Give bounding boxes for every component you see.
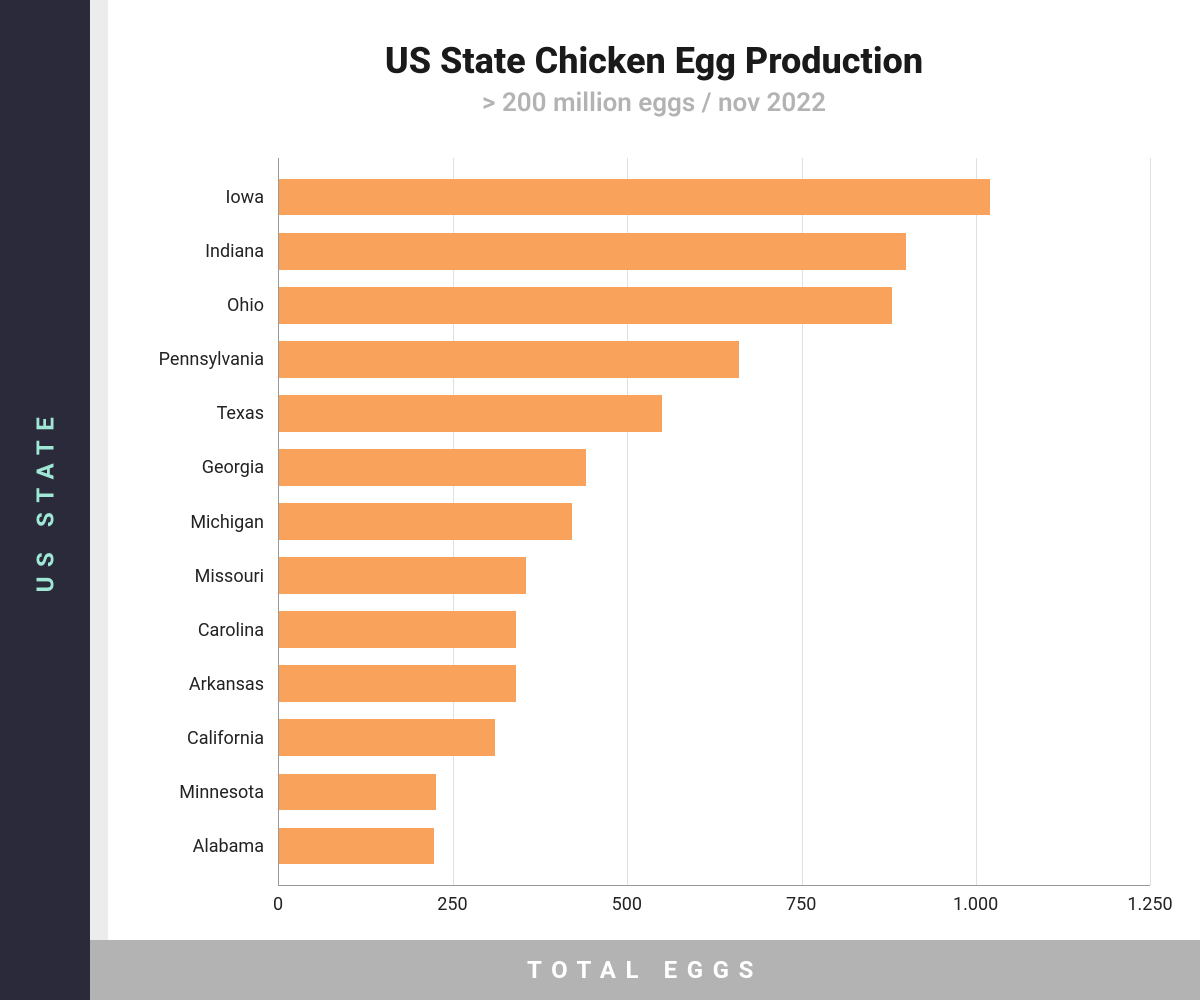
- bar: [279, 287, 892, 324]
- x-tick-label: 500: [612, 894, 642, 915]
- y-tick-label: Michigan: [158, 495, 278, 549]
- bar: [279, 611, 516, 648]
- y-axis-title: US STATE: [31, 408, 59, 593]
- footer-panel: TOTAL EGGS: [90, 940, 1200, 1000]
- y-tick-label: Texas: [158, 387, 278, 441]
- bar: [279, 395, 662, 432]
- bar: [279, 503, 572, 540]
- bar-row: [279, 603, 1150, 657]
- x-tick-label: 1.000: [953, 894, 998, 915]
- bar: [279, 233, 906, 270]
- bars-area: [278, 158, 1150, 886]
- bar-row: [279, 711, 1150, 765]
- y-tick-label: Ohio: [158, 278, 278, 332]
- y-tick-label: Alabama: [158, 820, 278, 874]
- bar-row: [279, 657, 1150, 711]
- main-column: US State Chicken Egg Production > 200 mi…: [90, 0, 1200, 1000]
- chart-subtitle: > 200 million eggs / nov 2022: [158, 88, 1150, 118]
- x-tick-label: 750: [786, 894, 816, 915]
- bar-row: [279, 332, 1150, 386]
- bar-row: [279, 440, 1150, 494]
- left-gutter: [90, 0, 108, 940]
- bar-row: [279, 278, 1150, 332]
- plot-area: IowaIndianaOhioPennsylvaniaTexasGeorgiaM…: [158, 158, 1150, 886]
- bar-row: [279, 765, 1150, 819]
- bar: [279, 557, 526, 594]
- bars-container: [279, 158, 1150, 885]
- x-tick-label: 250: [437, 894, 467, 915]
- x-tick-label: 1.250: [1127, 894, 1172, 915]
- x-tick-label: 0: [273, 894, 283, 915]
- y-tick-label: Arkansas: [158, 657, 278, 711]
- plot-wrap: IowaIndianaOhioPennsylvaniaTexasGeorgiaM…: [158, 158, 1150, 920]
- bar-row: [279, 819, 1150, 873]
- bar-row: [279, 494, 1150, 548]
- x-axis: 02505007501.0001.250: [278, 886, 1150, 920]
- y-tick-label: Indiana: [158, 224, 278, 278]
- x-axis-title: TOTAL EGGS: [527, 956, 763, 984]
- y-tick-label: Iowa: [158, 170, 278, 224]
- chart-title: US State Chicken Egg Production: [158, 40, 1150, 82]
- y-tick-label: California: [158, 712, 278, 766]
- y-tick-label: Minnesota: [158, 766, 278, 820]
- bar: [279, 341, 739, 378]
- bar: [279, 665, 516, 702]
- bar: [279, 774, 436, 811]
- gridline: [1150, 158, 1151, 885]
- y-labels: IowaIndianaOhioPennsylvaniaTexasGeorgiaM…: [158, 158, 278, 886]
- sidebar-panel: US STATE: [0, 0, 90, 1000]
- bar: [279, 719, 495, 756]
- bar-row: [279, 170, 1150, 224]
- y-tick-label: Missouri: [158, 549, 278, 603]
- bar-row: [279, 549, 1150, 603]
- bar: [279, 449, 586, 486]
- bar-row: [279, 386, 1150, 440]
- y-tick-label: Georgia: [158, 441, 278, 495]
- bar-row: [279, 224, 1150, 278]
- bar: [279, 179, 990, 216]
- chart-card: US State Chicken Egg Production > 200 mi…: [108, 0, 1200, 940]
- y-tick-label: Pennsylvania: [158, 332, 278, 386]
- bar: [279, 828, 434, 865]
- y-tick-label: Carolina: [158, 603, 278, 657]
